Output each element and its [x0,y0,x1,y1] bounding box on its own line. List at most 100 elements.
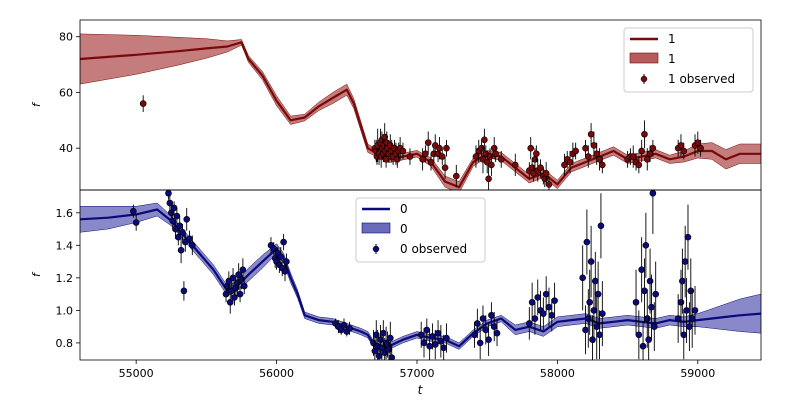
top-observed-point [596,156,603,163]
top-observed-point [381,133,388,141]
bottom-xtick-label: 55000 [119,367,154,380]
top-observed-point [139,100,147,107]
bottom-observed-point [222,290,230,298]
bottom-observed-point [493,329,501,337]
top-observed-point [587,130,595,138]
bottom-observed-point [426,342,433,350]
bottom-observed-point [283,258,290,265]
bottom-observed-point [683,307,690,314]
top-observed-point [443,144,450,152]
bottom-observed-point [582,326,589,334]
bottom-ytick-label: 1.6 [56,207,74,220]
bottom-observed-point [648,303,655,311]
top-observed-point [438,153,446,160]
bottom-observed-point [649,190,657,197]
top-observed-point [649,144,657,152]
top-ylabel: f [30,101,43,107]
top-observed-point [537,164,544,172]
bottom-ytick-label: 0.8 [56,337,74,350]
top-observed-point [453,172,460,180]
bottom-observed-point [679,277,686,285]
bottom-ytick-label: 1.4 [56,239,74,252]
top-observed-point [542,169,550,177]
top-observed-point [590,142,598,149]
bottom-observed-point [579,274,586,282]
bottom-ytick-label: 1.2 [56,272,74,285]
bottom-observed-point [183,215,191,223]
top-observed-point [599,161,606,169]
top-observed-point [635,161,643,169]
top-observed-point [593,150,601,158]
top-observed-point [436,144,443,152]
top-observed-point [527,144,535,152]
bottom-observed-point [226,298,234,306]
bottom-observed-point [417,331,425,339]
top-legend-band-label: 1 [668,52,676,66]
bottom-observed-point [639,342,647,350]
top-observed-point [441,164,449,172]
top-observed-point [531,156,539,163]
top-observed-point [582,144,589,152]
bottom-observed-point [677,298,685,306]
bottom-observed-point [372,331,380,339]
bottom-observed-point [680,331,688,339]
top-legend: 1 1 1 observed [623,27,754,93]
bottom-legend: 0 0 0 observed [355,197,486,263]
bottom-observed-point [166,199,174,207]
bottom-legend-points-label: 0 observed [400,242,467,256]
bottom-observed-point [688,315,696,322]
bottom-observed-point [586,298,593,306]
bottom-confidence-band [80,202,761,353]
bottom-observed-point [482,326,490,334]
top-observed-point [486,153,494,160]
bottom-xtick-label: 58000 [540,367,575,380]
top-observed-point [399,147,407,155]
bottom-observed-point [583,238,591,246]
bottom-observed-point [643,315,651,322]
bottom-observed-point [180,287,188,295]
bottom-observed-point [170,204,178,212]
bottom-observed-point [599,310,606,317]
bottom-observed-point [388,354,396,360]
top-observed-point [584,153,592,160]
bottom-observed-point [590,307,598,314]
bottom-observed-point [592,277,599,285]
bottom-legend-band-label: 0 [400,222,408,236]
bottom-observed-point [542,290,550,298]
top-observed-point [485,175,492,183]
bottom-observed-point [387,334,394,342]
top-observed-point [561,161,568,169]
bottom-observed-point [440,344,447,352]
top-observed-point [488,161,495,169]
top-observed-point [566,158,574,166]
bottom-observed-point [589,336,596,343]
bottom-observed-point [528,298,536,306]
bottom-observed-point [551,297,558,304]
bottom-ylabel: f [30,271,43,277]
top-observed-point [492,150,499,158]
top-observed-point [694,139,702,146]
bottom-observed-point [471,331,478,339]
top-observed-point [533,150,540,158]
top-model-line [80,41,761,189]
bottom-observed-point [587,258,595,265]
bottom-observed-point [490,323,498,330]
bottom-observed-point [645,336,652,343]
top-observed-point [472,153,480,160]
bottom-observed-point [379,329,387,337]
bottom-observed-point [635,331,643,339]
bottom-observed-point [377,336,384,343]
bottom-observed-point [429,333,436,340]
bottom-observed-point [684,233,692,241]
top-legend-line-label: 1 [668,32,676,46]
bottom-observed-point [270,245,278,252]
bottom-observed-point [681,258,689,265]
bottom-xtick-label: 59000 [680,367,715,380]
bottom-observed-point [375,352,383,360]
top-panel: 40 60 80 f 1 1 1 observed [30,19,762,191]
bottom-observed-point [385,346,393,353]
top-legend-band-swatch [629,52,659,64]
bottom-observed-point [340,321,348,329]
bottom-xtick-label: 56000 [259,367,294,380]
